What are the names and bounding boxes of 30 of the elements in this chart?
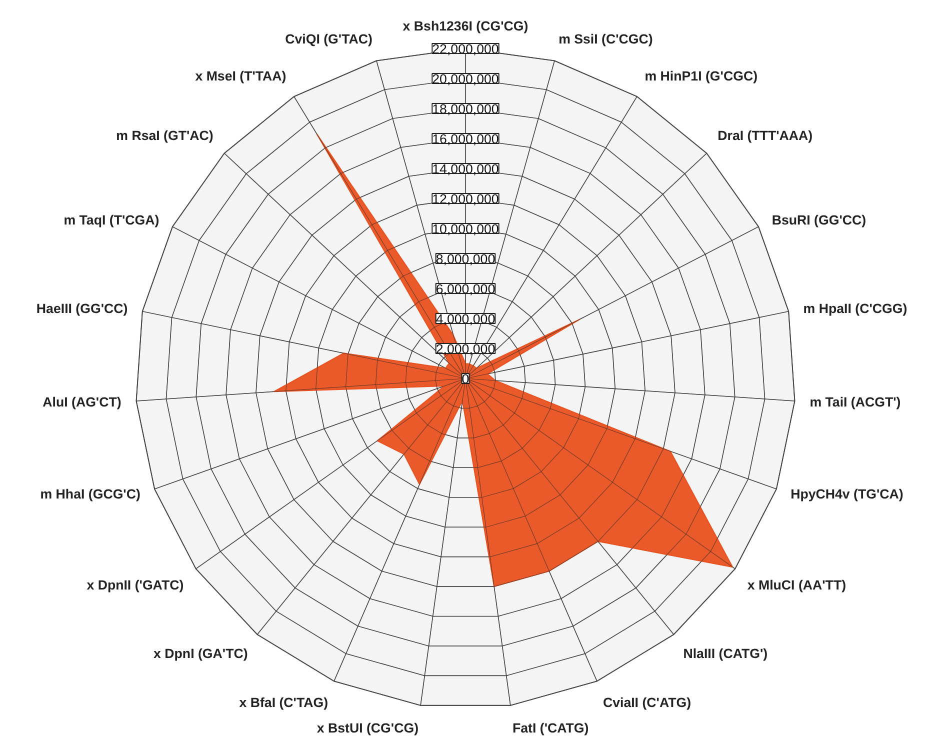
spoke-label: HpyCH4v (TG'CA) (790, 486, 904, 502)
spoke-label: CviQI (G'TAC) (285, 31, 372, 46)
spoke-label: x BfaI (C'TAG) (239, 694, 328, 710)
spoke-label: m HpaII (C'CGG) (803, 300, 908, 316)
spoke-label: x DpnII ('GATC) (86, 577, 184, 592)
spoke-label: m SsiI (C'CGC) (558, 31, 653, 46)
y-tick-label: 18,000,000 (432, 102, 499, 116)
spoke-label: m HhaI (GCG'C) (40, 486, 140, 502)
spoke-label: m HinP1I (G'CGC) (644, 68, 758, 84)
y-tick-label: 12,000,000 (432, 192, 499, 206)
spoke-label: DraI (TTT'AAA) (718, 128, 813, 144)
y-tick-label: 16,000,000 (432, 132, 499, 146)
spoke-label: x Bsh1236I (CG'CG) (402, 18, 528, 34)
spoke-label: m TaqI (T'CGA) (64, 212, 160, 228)
y-tick-label: 20,000,000 (432, 72, 499, 86)
spoke-label: NlaIII (CATG') (683, 646, 768, 662)
y-tick-label: 22,000,000 (432, 42, 499, 56)
spoke-label: x MseI (T'TAA) (195, 68, 286, 84)
spoke-label: x DpnI (GA'TC) (154, 646, 248, 662)
spoke-label: HaeIII (GG'CC) (36, 300, 128, 316)
spoke-label: FatI ('CATG) (512, 720, 589, 736)
y-tick-label: 10,000,000 (432, 222, 499, 236)
spoke-label: AluI (AG'CT) (42, 394, 122, 410)
spoke-label: x MluCI (AA'TT) (747, 577, 846, 592)
spoke-label: BsuRI (GG'CC) (772, 212, 866, 228)
spoke-label: m TaiI (ACGT') (810, 394, 901, 410)
spoke-label: x BstUI (CG'CG) (316, 720, 419, 736)
y-tick-label: 14,000,000 (432, 162, 499, 176)
spoke-label: m RsaI (GT'AC) (116, 128, 214, 144)
spoke-label: CviaII (C'ATG) (602, 694, 692, 710)
